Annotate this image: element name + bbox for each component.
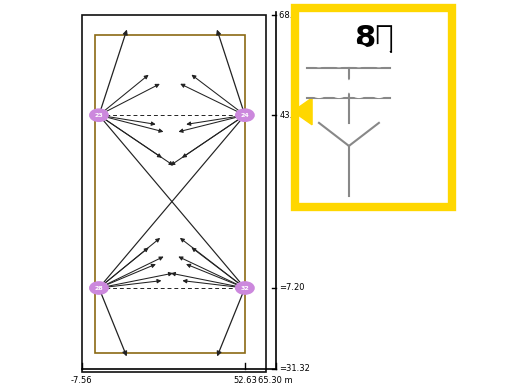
Ellipse shape	[90, 282, 108, 294]
Circle shape	[328, 45, 350, 66]
Circle shape	[368, 76, 389, 97]
Text: 24: 24	[240, 113, 250, 118]
Bar	[95, 35, 245, 353]
Bar	[82, 15, 266, 372]
Ellipse shape	[236, 109, 254, 121]
Circle shape	[348, 76, 370, 97]
Text: 68.68 m: 68.68 m	[279, 11, 314, 20]
Circle shape	[348, 45, 370, 66]
Text: 52.63: 52.63	[233, 376, 257, 384]
Circle shape	[308, 45, 330, 66]
Text: =31.32: =31.32	[279, 364, 310, 373]
Text: 43.67: 43.67	[279, 111, 303, 120]
Text: 28: 28	[95, 285, 103, 291]
Polygon shape	[293, 98, 312, 125]
Ellipse shape	[236, 282, 254, 294]
Text: 23: 23	[95, 113, 103, 118]
Circle shape	[368, 45, 389, 66]
Circle shape	[328, 76, 350, 97]
Ellipse shape	[90, 109, 108, 121]
Text: 32: 32	[240, 285, 250, 291]
Circle shape	[308, 76, 330, 97]
Text: -7.56: -7.56	[71, 376, 93, 384]
Bar	[295, 8, 452, 207]
Text: 65.30 m: 65.30 m	[259, 376, 293, 384]
Text: 8灯: 8灯	[354, 23, 393, 52]
Text: =7.20: =7.20	[279, 283, 305, 293]
